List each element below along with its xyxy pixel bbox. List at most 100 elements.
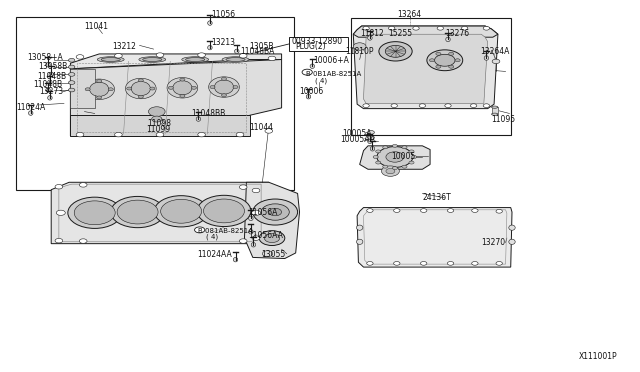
Circle shape: [368, 131, 374, 134]
Text: 11041: 11041: [84, 22, 108, 31]
Polygon shape: [70, 115, 250, 136]
Ellipse shape: [84, 79, 115, 99]
Ellipse shape: [182, 57, 209, 62]
Polygon shape: [357, 208, 512, 267]
Circle shape: [483, 104, 490, 108]
Circle shape: [461, 26, 468, 30]
Circle shape: [239, 54, 247, 58]
Ellipse shape: [222, 57, 249, 62]
Text: 11048BA: 11048BA: [240, 47, 275, 56]
Circle shape: [68, 73, 75, 76]
Text: 13212: 13212: [112, 42, 136, 51]
Circle shape: [363, 26, 369, 30]
Ellipse shape: [209, 77, 239, 97]
Ellipse shape: [47, 96, 52, 100]
Circle shape: [148, 107, 165, 116]
Ellipse shape: [196, 117, 201, 121]
Ellipse shape: [214, 80, 234, 94]
Ellipse shape: [484, 56, 489, 60]
Circle shape: [68, 81, 75, 84]
Bar: [16, 17, 294, 190]
Circle shape: [455, 59, 460, 62]
Ellipse shape: [356, 225, 363, 230]
Circle shape: [74, 201, 115, 225]
Circle shape: [115, 132, 122, 137]
Circle shape: [154, 196, 208, 227]
Text: 11056AA: 11056AA: [248, 231, 283, 240]
Text: 11810P: 11810P: [346, 47, 374, 56]
Text: 10005AA: 10005AA: [340, 135, 376, 144]
Circle shape: [261, 204, 289, 220]
Circle shape: [388, 26, 395, 30]
Text: 11812: 11812: [360, 29, 384, 38]
Ellipse shape: [167, 77, 198, 98]
Circle shape: [161, 199, 202, 223]
Text: 11048BB: 11048BB: [191, 109, 225, 118]
Text: 24136T: 24136T: [422, 193, 451, 202]
Ellipse shape: [310, 64, 315, 68]
Circle shape: [236, 132, 244, 137]
Circle shape: [420, 262, 427, 265]
Circle shape: [115, 54, 122, 58]
Ellipse shape: [131, 81, 150, 96]
Circle shape: [97, 96, 102, 99]
Circle shape: [392, 167, 397, 170]
Circle shape: [435, 54, 455, 66]
Ellipse shape: [509, 239, 515, 244]
Bar: [492, 107, 498, 114]
Ellipse shape: [367, 36, 372, 40]
Circle shape: [239, 239, 247, 243]
Text: 10005: 10005: [392, 152, 416, 161]
Circle shape: [483, 26, 490, 30]
Ellipse shape: [173, 81, 192, 95]
Text: 11044: 11044: [250, 123, 274, 132]
Circle shape: [264, 234, 280, 243]
Bar: [289, 37, 348, 51]
Circle shape: [449, 65, 454, 68]
Text: X111001P: X111001P: [579, 352, 618, 361]
Ellipse shape: [207, 21, 212, 25]
Text: 13264: 13264: [397, 10, 422, 19]
Circle shape: [253, 199, 298, 225]
Ellipse shape: [509, 225, 515, 230]
Circle shape: [402, 146, 407, 149]
Circle shape: [392, 144, 397, 147]
Ellipse shape: [492, 106, 498, 108]
Circle shape: [376, 161, 381, 164]
Circle shape: [68, 88, 75, 92]
Circle shape: [367, 209, 373, 212]
Circle shape: [391, 104, 397, 108]
Text: 11099: 11099: [146, 125, 170, 134]
Circle shape: [447, 209, 454, 212]
Text: 11056A: 11056A: [248, 208, 278, 217]
Circle shape: [68, 58, 75, 62]
Polygon shape: [244, 182, 300, 259]
Text: 13213: 13213: [211, 38, 236, 47]
Circle shape: [394, 262, 400, 265]
Circle shape: [409, 161, 414, 164]
Ellipse shape: [370, 147, 375, 151]
Circle shape: [269, 208, 282, 216]
Text: 11024AA: 11024AA: [197, 250, 232, 259]
Circle shape: [55, 238, 63, 243]
Circle shape: [111, 196, 164, 228]
Circle shape: [127, 87, 132, 90]
Circle shape: [302, 69, 312, 75]
Polygon shape: [70, 60, 282, 136]
Text: 13055: 13055: [261, 250, 285, 259]
Text: B 081AB-8251A: B 081AB-8251A: [198, 228, 253, 234]
Circle shape: [363, 104, 369, 108]
Text: 11048B: 11048B: [33, 80, 63, 89]
Circle shape: [221, 94, 227, 97]
Ellipse shape: [46, 88, 51, 92]
Circle shape: [427, 50, 463, 71]
Ellipse shape: [356, 239, 363, 244]
Text: 11056: 11056: [211, 10, 236, 19]
Circle shape: [108, 88, 113, 91]
Circle shape: [496, 209, 502, 213]
Circle shape: [85, 88, 90, 91]
Circle shape: [496, 262, 502, 265]
Circle shape: [197, 195, 251, 227]
Polygon shape: [353, 26, 498, 109]
Ellipse shape: [251, 243, 256, 247]
